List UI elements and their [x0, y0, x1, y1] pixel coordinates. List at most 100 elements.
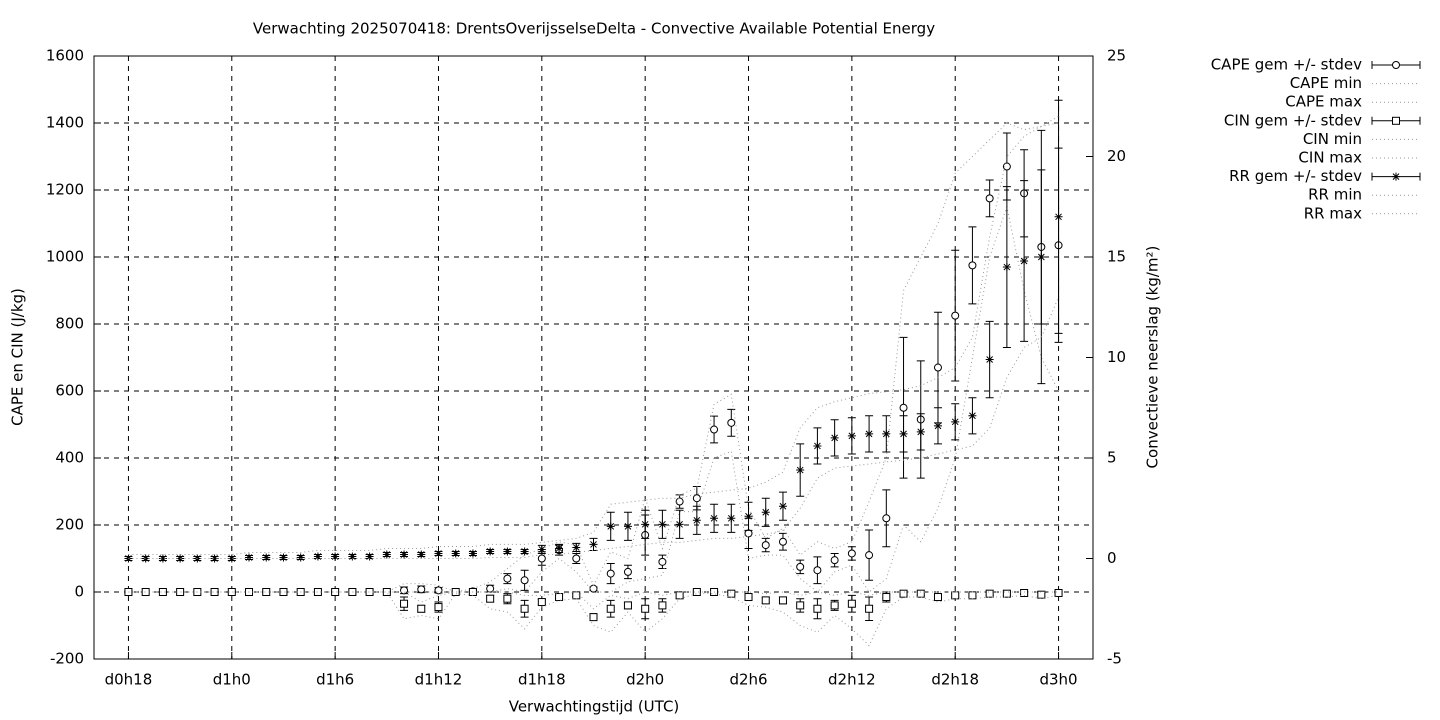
marker-square [744, 593, 753, 602]
marker-circle [778, 537, 787, 546]
marker-square [675, 591, 684, 600]
marker-square [813, 604, 822, 613]
y-axis-label: CAPE en CIN (J/kg) [9, 288, 27, 426]
marker-star [417, 550, 426, 559]
marker-star [641, 520, 650, 529]
marker-square [313, 588, 322, 596]
marker-star [468, 549, 477, 558]
y2-tick-label: 10 [1107, 348, 1126, 366]
marker-square [1392, 116, 1400, 125]
marker-square [227, 588, 236, 596]
marker-circle [658, 557, 667, 566]
marker-star [675, 520, 684, 529]
marker-square [434, 603, 443, 612]
legend-label: CAPE max [1285, 93, 1362, 111]
marker-star [778, 502, 787, 511]
marker-square [520, 604, 529, 613]
y-tick-label: 400 [55, 449, 84, 467]
marker-circle [813, 566, 822, 575]
marker-star [555, 544, 564, 553]
marker-square [365, 588, 374, 596]
marker-circle [761, 541, 770, 550]
marker-circle [933, 363, 942, 372]
marker-circle [675, 497, 684, 506]
y2-tick-label: 25 [1107, 47, 1126, 65]
marker-circle [985, 194, 994, 203]
y2-tick-label: 5 [1107, 449, 1117, 467]
marker-circle [537, 554, 546, 563]
marker-square [761, 596, 770, 605]
marker-star [658, 520, 667, 529]
legend-label: RR max [1304, 204, 1362, 222]
marker-star [227, 554, 236, 563]
marker-star [951, 417, 960, 426]
x-tick-label: d2h18 [931, 671, 979, 689]
marker-circle [796, 562, 805, 571]
marker-square [606, 604, 615, 613]
range-line [128, 591, 1059, 610]
marker-star [1392, 172, 1400, 181]
marker-star [727, 514, 736, 523]
marker-star [124, 554, 133, 563]
marker-square [400, 599, 409, 608]
marker-star [520, 547, 529, 556]
marker-star [847, 431, 856, 440]
marker-star [348, 552, 357, 561]
marker-square [727, 589, 736, 598]
marker-star [865, 429, 874, 438]
marker-square [985, 589, 994, 598]
y-tick-label: 200 [55, 516, 84, 534]
marker-square [830, 601, 839, 610]
marker-star [1020, 257, 1029, 266]
marker-star [210, 554, 219, 563]
legend-label: CAPE gem +/- stdev [1211, 56, 1362, 74]
marker-circle [865, 551, 874, 560]
y2-tick-label: 20 [1107, 147, 1126, 165]
marker-circle [744, 529, 753, 538]
x-tick-label: d0h18 [105, 671, 153, 689]
marker-star [400, 550, 409, 559]
y2-tick-label: 0 [1107, 549, 1117, 567]
x-tick-label: d2h0 [626, 671, 664, 689]
plot-frame [93, 55, 1094, 660]
marker-circle [882, 514, 891, 523]
marker-circle [417, 585, 426, 594]
marker-star [451, 549, 460, 558]
marker-circle [400, 586, 409, 595]
y2-axis-label: Convectieve neerslag (kg/m²) [1144, 246, 1162, 469]
marker-star [623, 522, 632, 531]
marker-square [141, 588, 150, 596]
y-tick-label: 1200 [46, 181, 84, 199]
marker-square [503, 594, 512, 603]
marker-circle [572, 554, 581, 563]
marker-square [572, 591, 581, 600]
marker-circle [1002, 162, 1011, 171]
y-tick-label: 1000 [46, 248, 84, 266]
marker-square [847, 599, 856, 608]
marker-star [331, 552, 340, 561]
x-tick-label: d1h6 [316, 671, 354, 689]
marker-square [331, 588, 340, 596]
marker-circle [486, 584, 495, 593]
marker-square [176, 588, 185, 596]
marker-circle [623, 567, 632, 576]
y-tick-label: -200 [50, 650, 84, 668]
marker-star [1037, 253, 1046, 261]
marker-square [158, 588, 167, 596]
range-line [128, 297, 1060, 559]
marker-star [503, 547, 512, 556]
legend-label: RR min [1308, 186, 1362, 204]
marker-star [382, 550, 391, 559]
marker-star [1002, 263, 1011, 272]
marker-star [692, 516, 701, 525]
marker-star [537, 545, 546, 554]
marker-square [1020, 589, 1029, 598]
x-axis-label: Verwachtingstijd (UTC) [509, 698, 680, 716]
marker-circle [727, 418, 736, 427]
legend-label: CIN gem +/- stdev [1224, 111, 1362, 129]
marker-star [486, 547, 495, 556]
marker-star [313, 552, 322, 561]
marker-square [641, 604, 650, 613]
x-tick-label: d1h0 [213, 671, 251, 689]
x-tick-label: d2h12 [828, 671, 876, 689]
